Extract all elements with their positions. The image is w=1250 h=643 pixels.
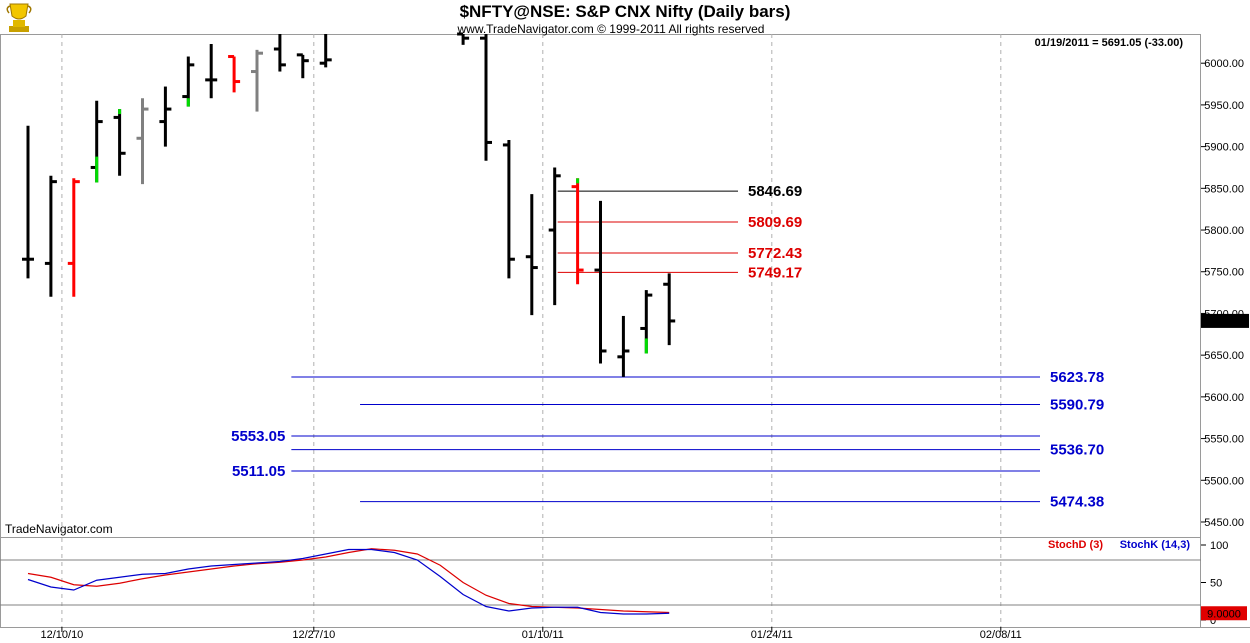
stoch-series-line	[27, 548, 670, 614]
stoch-series-line	[27, 548, 670, 615]
ohlc-bar	[502, 139, 515, 279]
stoch-last-marker	[1201, 606, 1247, 621]
price-tick-label: 5450.00	[1204, 517, 1244, 529]
level-label: 5846.69	[748, 183, 802, 200]
price-tick-label: 5650.00	[1204, 350, 1244, 362]
copyright-text: www.TradeNavigator.com © 1999-2011 All r…	[457, 22, 765, 36]
ohlc-bar	[113, 109, 126, 176]
chart-title: $NFTY@NSE: S&P CNX Nifty (Daily bars)	[460, 2, 791, 21]
trophy-icon	[6, 3, 32, 32]
level-label: 5772.43	[748, 245, 802, 262]
ohlc-bar	[296, 53, 309, 79]
ohlc-bar	[319, 34, 332, 68]
price-tick-label: 5800.00	[1204, 225, 1244, 237]
date-label: 01/24/11	[751, 629, 793, 641]
level-label: 5511.05	[232, 463, 285, 480]
date-label: 12/27/10	[292, 629, 335, 641]
level-label: 5474.38	[1050, 494, 1104, 511]
level-label: 5623.78	[1050, 369, 1104, 386]
price-tick-label: 5750.00	[1204, 267, 1244, 279]
legend-stochd: StochD (3)	[1048, 539, 1103, 551]
price-tick-label: 5500.00	[1204, 475, 1244, 487]
stoch-last-label: 9.0000	[1207, 608, 1241, 620]
price-tick-label: 5950.00	[1204, 100, 1244, 112]
price-tick-label: 5600.00	[1204, 392, 1244, 404]
price-tick-label: 5900.00	[1204, 142, 1244, 154]
price-tick-label: 5550.00	[1204, 434, 1244, 446]
ohlc-bar	[273, 34, 286, 72]
ohlc-bar	[90, 100, 103, 183]
level-label: 5553.05	[231, 428, 285, 445]
last-price-label: 5691.05	[1205, 316, 1245, 328]
logo	[6, 3, 32, 32]
level-label: 5536.70	[1050, 442, 1104, 459]
watermark: TradeNavigator.com	[5, 522, 113, 536]
date-label: 01/10/11	[522, 629, 564, 641]
level-label: 5749.17	[748, 264, 802, 281]
ohlc-bar	[44, 175, 57, 297]
ohlc-bar	[663, 273, 676, 346]
bars-layer	[22, 32, 676, 377]
ohlc-bar	[136, 98, 149, 185]
ohlc-bar	[457, 32, 470, 45]
ohlc-bar	[182, 56, 195, 107]
ohlc-bar	[251, 49, 263, 112]
ohlc-bar	[571, 178, 584, 285]
ohlc-bar	[205, 44, 218, 99]
last-price-marker	[1201, 313, 1249, 328]
ohlc-bar	[548, 167, 561, 306]
ohlc-bar	[640, 290, 653, 354]
stoch-tick-label: 100	[1210, 540, 1228, 552]
stoch-tick-label: 0	[1210, 615, 1216, 627]
level-label: 5809.69	[748, 214, 802, 231]
ohlc-bar	[67, 178, 80, 297]
level-label: 5590.79	[1050, 397, 1104, 414]
ohlc-bar	[159, 86, 172, 147]
ohlc-bar	[525, 194, 538, 316]
legend-stochk: StochK (14,3)	[1120, 539, 1191, 551]
ohlc-bar	[617, 315, 630, 377]
ohlc-bar	[594, 200, 607, 364]
price-tick-label: 5850.00	[1204, 183, 1244, 195]
last-quote: 01/19/2011 = 5691.05 (-33.00)	[1035, 37, 1184, 49]
stoch-tick-label: 50	[1210, 578, 1222, 590]
price-axis: 6000.00 5950.00 5900.00 5850.00 5800.00 5750.…	[1201, 58, 1249, 529]
ohlc-bar	[480, 34, 492, 161]
price-tick-label: 6000.00	[1204, 58, 1244, 70]
date-label: 02/08/11	[980, 629, 1022, 641]
date-label: 12/10/10	[40, 629, 83, 641]
date-axis: 12/10/10 12/27/10 01/10/11 01/24/11 02/08/11	[40, 627, 1022, 641]
level-layer: 5846.69 5809.69 5772.43 5749.17 5623.78 5590.…	[231, 183, 1104, 511]
stoch-panel-frame	[0, 537, 1201, 628]
ohlc-bar	[22, 125, 34, 279]
grid-layer	[61, 34, 1002, 627]
stochastic-panel: 100 50 09.0000	[0, 540, 1247, 627]
ohlc-bar	[228, 55, 241, 93]
